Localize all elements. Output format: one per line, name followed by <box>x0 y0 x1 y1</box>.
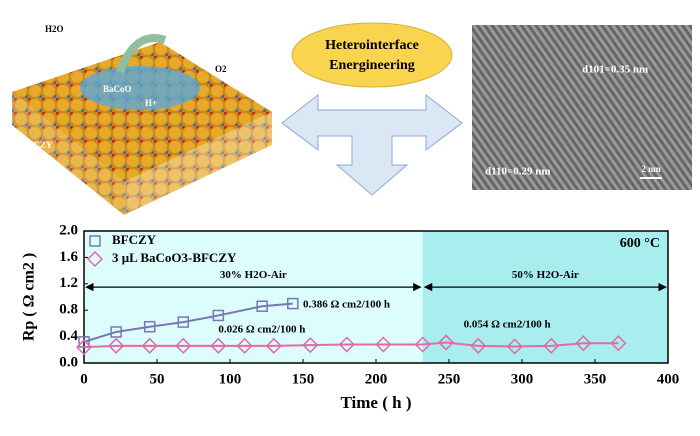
legend-label: BFCZY <box>112 232 157 247</box>
marker <box>141 337 158 354</box>
y-tick-label: 0.8 <box>59 302 78 318</box>
annotation: 0.054 Ω cm2/100 h <box>464 318 551 330</box>
region <box>422 231 668 363</box>
y-tick-label: 1.6 <box>59 249 78 265</box>
marker <box>175 337 192 354</box>
x-tick-label: 200 <box>365 371 388 387</box>
marker <box>210 337 227 354</box>
arrows <box>281 93 463 196</box>
y-tick-label: 0.0 <box>59 354 78 370</box>
marker <box>506 338 523 355</box>
y-tick-label: 1.2 <box>59 275 78 291</box>
marker <box>575 335 592 352</box>
marker <box>470 337 487 354</box>
x-tick-label: 400 <box>657 371 680 387</box>
marker <box>108 337 125 354</box>
region-label: 30% H2O-Air <box>220 269 287 281</box>
marker <box>256 300 268 312</box>
x-axis-label: Time ( h ) <box>341 393 412 412</box>
region <box>84 231 423 363</box>
y-tick-label: 2.0 <box>59 222 78 238</box>
marker <box>177 316 190 328</box>
legend-label: 3 μL BaCoO3-BFCZY <box>112 250 237 265</box>
legend-marker <box>89 235 101 247</box>
label: d110=0.29 nm <box>485 166 551 178</box>
marker <box>265 337 282 354</box>
marker <box>302 337 319 354</box>
marker <box>110 326 122 338</box>
concept: Energineering <box>329 58 415 73</box>
marker <box>375 336 392 353</box>
marker <box>438 334 455 351</box>
label: H2O <box>45 24 64 34</box>
label: BFCZY <box>22 140 53 150</box>
label: 2 nm <box>641 164 661 174</box>
x-tick-label: 300 <box>511 371 534 387</box>
x-tick-label: 0 <box>80 371 88 387</box>
annotation: 0.386 Ω cm2/100 h <box>303 298 390 310</box>
series-line <box>83 302 293 343</box>
label: d101=0.35 nm <box>582 64 648 76</box>
label: BaCoO <box>103 84 132 94</box>
series-line <box>83 341 619 349</box>
x-tick-label: 350 <box>584 371 607 387</box>
crystal <box>12 34 272 215</box>
marker <box>236 337 253 354</box>
tem-image <box>472 25 692 190</box>
concept-oval <box>291 22 453 88</box>
annotation: 0.026 Ω cm2/100 h <box>218 324 305 336</box>
marker <box>75 339 93 356</box>
marker <box>414 336 431 353</box>
y-axis-label: Rp ( Ω cm2 ) <box>21 253 38 341</box>
marker <box>610 335 627 352</box>
x-tick-label: 100 <box>219 371 242 387</box>
y-tick-label: 0.4 <box>59 328 78 344</box>
label: O2 <box>215 64 227 74</box>
concept: Heterointerface <box>325 38 419 53</box>
temperature: 600 °C <box>620 236 660 251</box>
x-tick-label: 50 <box>150 371 165 387</box>
x-tick-label: 250 <box>438 371 461 387</box>
marker <box>543 337 560 354</box>
marker <box>212 309 225 322</box>
marker <box>287 297 299 310</box>
marker <box>143 320 156 333</box>
region-label: 50% H2O-Air <box>512 269 579 281</box>
x-tick-label: 150 <box>292 371 315 387</box>
legend-marker <box>86 250 104 268</box>
marker <box>338 336 355 353</box>
label: H+ <box>145 98 157 108</box>
